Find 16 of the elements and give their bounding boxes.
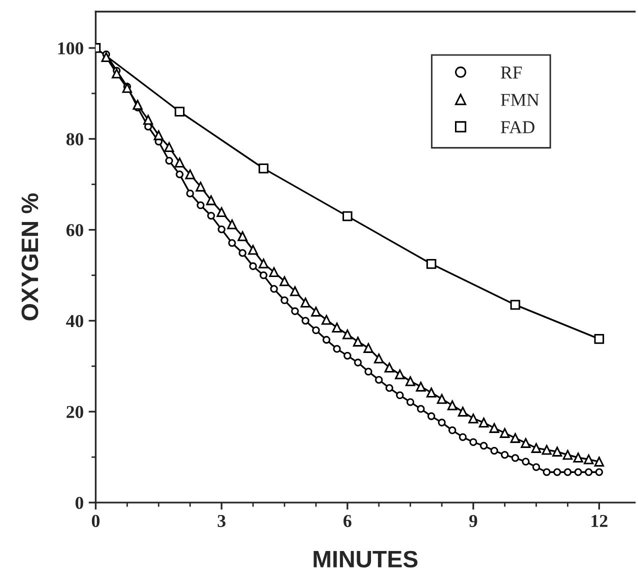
legend-label: FAD xyxy=(500,121,534,134)
x-tick-label: 0 xyxy=(92,514,100,528)
x-tick-label: 6 xyxy=(344,514,352,528)
x-tick-label: 9 xyxy=(469,514,478,528)
y-axis-title: OXYGEN % xyxy=(22,193,38,320)
y-tick-label: 0 xyxy=(76,496,84,510)
y-tick-label: 20 xyxy=(66,406,84,418)
x-tick-label: 3 xyxy=(218,514,226,528)
legend-label: FMN xyxy=(500,94,540,106)
x-tick-label: 12 xyxy=(592,514,608,527)
x-axis-title: MINUTES xyxy=(314,550,418,568)
y-tick-label: 60 xyxy=(66,224,84,236)
y-tick-label: 100 xyxy=(58,42,84,54)
legend-label: RF xyxy=(500,66,522,78)
y-tick-label: 40 xyxy=(66,314,84,328)
y-tick-label: 80 xyxy=(66,133,84,146)
